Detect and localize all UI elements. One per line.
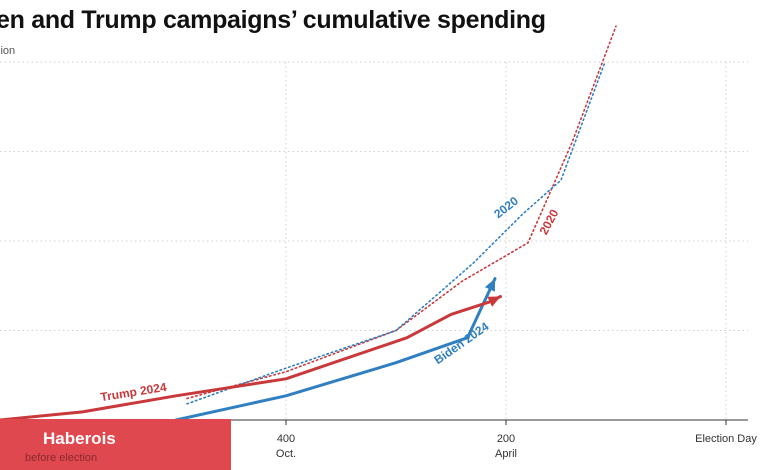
gridlines (0, 61, 748, 421)
series-label-trump-2020: 2020 (537, 207, 562, 237)
x-tick-sublabel-400: Oct. (276, 448, 296, 460)
x-tick-label-200: 200 (497, 433, 515, 445)
series-line-trump-2020 (186, 25, 617, 400)
x-tick-label-400: 400 (277, 433, 295, 445)
series-lines (0, 25, 617, 421)
brand-overlay: Haberois before election (0, 419, 231, 470)
chart-title: en and Trump campaigns’ cumulative spend… (0, 6, 546, 34)
series-line-biden-2020 (186, 61, 606, 405)
series-label-biden-2020: 2020 (491, 193, 521, 221)
brand-name: Haberois (43, 429, 116, 448)
arrowhead-trump-2024 (487, 296, 501, 307)
x-axis-ticks: 400 Oct. 200 April Election Day (276, 420, 757, 460)
x-axis-caption: before election (25, 452, 98, 464)
series-line-trump-2024 (0, 295, 502, 421)
series-label-biden-2024: Biden 2024 (431, 319, 491, 367)
arrowhead-biden-2024 (484, 278, 495, 292)
series-line-biden-2024 (174, 277, 497, 421)
x-tick-sublabel-200: April (495, 448, 517, 460)
series-label-trump-2024: Trump 2024 (99, 380, 167, 404)
x-tick-label-0: Election Day (695, 433, 757, 445)
y-axis-unit-label: lion (0, 45, 16, 57)
